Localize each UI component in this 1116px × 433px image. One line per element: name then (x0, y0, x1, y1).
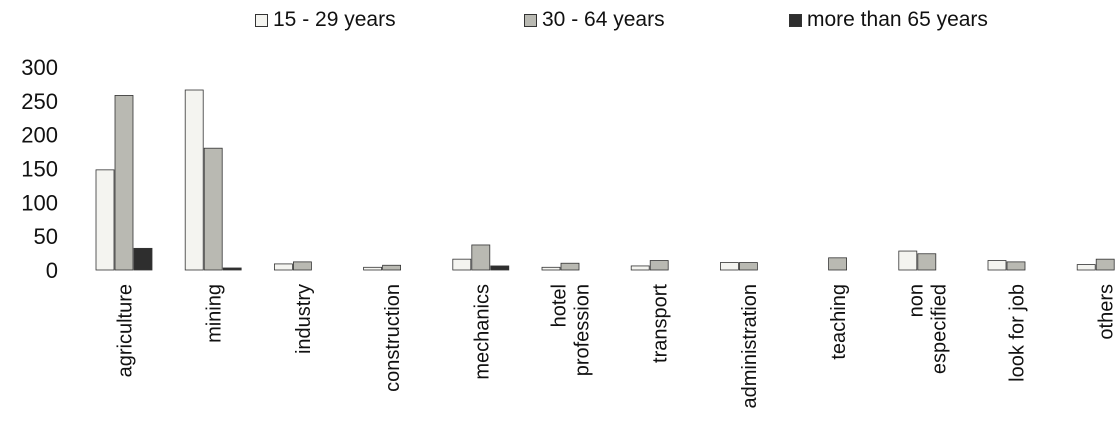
bar (917, 253, 937, 271)
legend: 15 - 29 years 30 - 64 years more than 65… (0, 8, 1116, 38)
category-label: nonespecified (905, 284, 950, 374)
bar (95, 169, 115, 271)
legend-swatch-65-plus (789, 13, 802, 27)
y-tick-label: 150 (21, 157, 58, 182)
y-tick-label: 200 (21, 123, 58, 148)
legend-item-65-plus: more than 65 years (789, 8, 988, 32)
category-label: teaching (828, 284, 850, 360)
bar (273, 263, 293, 271)
legend-item-15-29: 15 - 29 years (255, 8, 396, 32)
y-tick-label: 300 (21, 55, 58, 80)
bar (490, 265, 510, 271)
bar (114, 95, 134, 271)
legend-swatch-30-64 (524, 13, 537, 27)
y-tick-label: 0 (46, 258, 58, 283)
bar (541, 266, 561, 271)
bar (720, 262, 739, 271)
category-label: administration (739, 284, 761, 409)
category-label: mechanics (471, 284, 493, 380)
bar (363, 266, 383, 271)
category-label: look for job (1007, 284, 1029, 382)
bar (382, 264, 402, 271)
y-tick-label: 100 (21, 190, 58, 215)
y-tick-label: 250 (21, 89, 58, 114)
bar (828, 257, 847, 271)
bar (1076, 264, 1096, 271)
category-label: construction (382, 284, 404, 392)
bar (133, 247, 153, 271)
category-label: transport (650, 284, 672, 363)
y-tick-label: 50 (34, 224, 58, 249)
category-label: others (1096, 284, 1116, 340)
legend-label-15-29: 15 - 29 years (273, 8, 396, 31)
bar (560, 262, 580, 271)
bar (987, 260, 1007, 271)
legend-item-30-64: 30 - 64 years (524, 8, 665, 32)
category-label: agriculture (115, 284, 137, 377)
bar (739, 262, 758, 271)
category-label: industry (293, 284, 315, 354)
bar (222, 267, 242, 271)
legend-swatch-15-29 (255, 13, 268, 27)
bar (184, 89, 204, 271)
bar (292, 261, 312, 271)
legend-label-65-plus: more than 65 years (807, 8, 988, 31)
legend-label-30-64: 30 - 64 years (542, 8, 665, 31)
bar (649, 260, 669, 271)
bar (203, 147, 223, 271)
bar (471, 244, 491, 271)
bar (452, 258, 472, 271)
bar (630, 265, 650, 271)
bar (1006, 261, 1026, 271)
category-label: hotelprofession (549, 284, 594, 376)
bar (898, 250, 918, 271)
category-label: mining (204, 284, 226, 343)
bar (1095, 258, 1115, 271)
